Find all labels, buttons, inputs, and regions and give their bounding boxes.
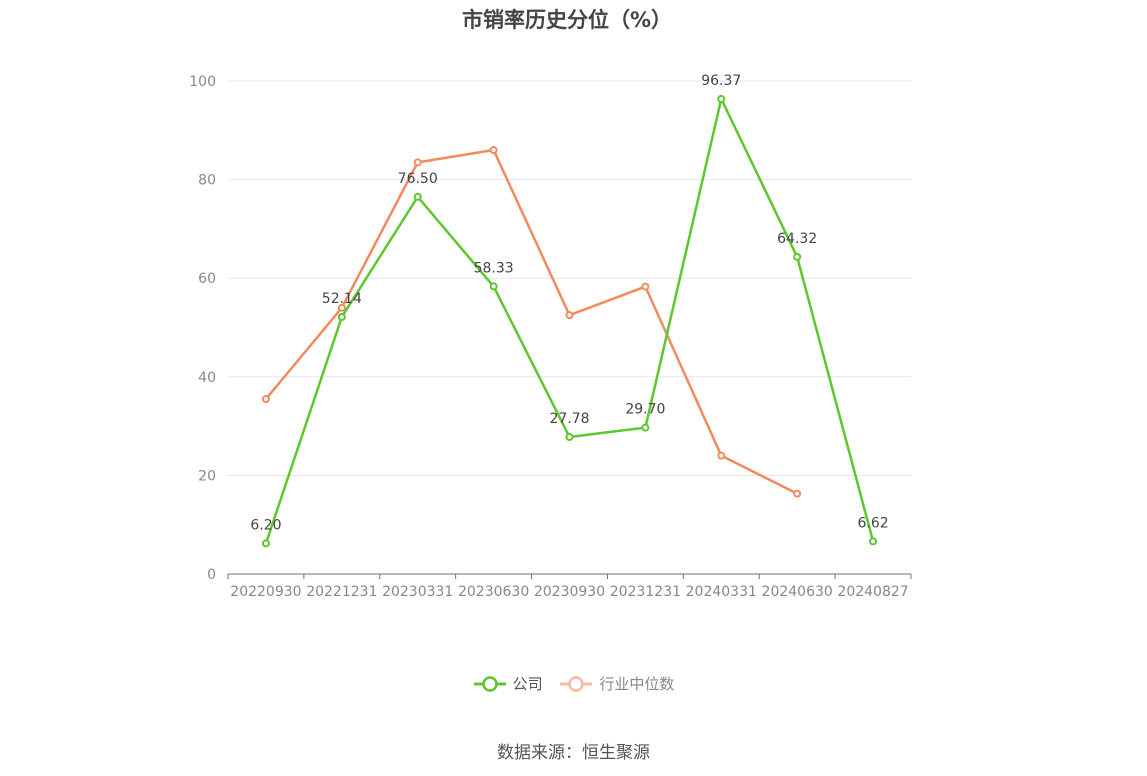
data-labels: 6.20 52.14 76.50 58.33 27.78 29.70 96.37 64.32 6… bbox=[250, 73, 888, 534]
data-point-公司[interactable] bbox=[793, 252, 802, 261]
data-point-行业中位数[interactable] bbox=[793, 489, 802, 498]
data-point-公司[interactable] bbox=[869, 537, 878, 546]
data-label-公司: 29.70 bbox=[625, 402, 665, 418]
legend-item-industry[interactable]: 行业中位数 bbox=[559, 673, 674, 694]
data-point-行业中位数[interactable] bbox=[565, 311, 574, 320]
grid-lines bbox=[228, 80, 911, 476]
x-tick-label: 20231231 bbox=[610, 584, 681, 600]
data-point-行业中位数[interactable] bbox=[717, 451, 726, 460]
legend-label-industry: 行业中位数 bbox=[599, 675, 675, 693]
data-label-公司: 6.62 bbox=[857, 515, 888, 531]
series-line-公司 bbox=[264, 97, 875, 544]
x-tick-label: 20230630 bbox=[458, 584, 529, 600]
data-point-公司[interactable] bbox=[489, 282, 498, 291]
series-line-行业中位数 bbox=[264, 148, 798, 495]
data-point-公司[interactable] bbox=[565, 433, 574, 442]
legend-item-company[interactable]: 公司 bbox=[473, 673, 543, 694]
x-tick-label: 20221231 bbox=[306, 584, 377, 600]
data-point-行业中位数[interactable] bbox=[489, 146, 498, 155]
x-tick-label: 20240630 bbox=[762, 584, 833, 600]
x-tick-label: 20240331 bbox=[686, 584, 757, 600]
y-tick-label: 40 bbox=[198, 370, 216, 386]
chart-title: 市销率历史分位（%） bbox=[461, 8, 673, 32]
data-point-行业中位数[interactable] bbox=[413, 158, 422, 167]
data-point-行业中位数[interactable] bbox=[261, 394, 270, 403]
data-label-公司: 64.32 bbox=[777, 231, 817, 247]
series-lines bbox=[261, 94, 878, 548]
legend-marker-company-icon bbox=[473, 675, 506, 692]
data-point-公司[interactable] bbox=[717, 94, 726, 103]
x-tick-label: 20230930 bbox=[534, 584, 605, 600]
x-tick-label: 20240827 bbox=[837, 584, 908, 600]
y-tick-label: 80 bbox=[198, 173, 216, 189]
y-tick-label: 100 bbox=[189, 74, 216, 90]
data-point-公司[interactable] bbox=[261, 539, 270, 548]
legend: 公司 行业中位数 bbox=[0, 673, 1147, 697]
x-tick-label: 20230331 bbox=[382, 584, 453, 600]
data-label-公司: 96.37 bbox=[701, 73, 741, 89]
data-point-公司[interactable] bbox=[413, 192, 422, 201]
data-source: 数据来源：恒生聚源 bbox=[497, 743, 650, 763]
data-label-公司: 27.78 bbox=[549, 411, 589, 427]
data-label-公司: 58.33 bbox=[474, 260, 514, 276]
data-point-行业中位数[interactable] bbox=[641, 282, 650, 291]
data-point-公司[interactable] bbox=[337, 312, 346, 321]
data-label-公司: 52.14 bbox=[322, 291, 362, 307]
legend-label-company: 公司 bbox=[512, 675, 543, 693]
x-tick-label: 20220930 bbox=[230, 584, 301, 600]
axes: 0 20 40 60 80 100 20220930 20221231 20230331 2023… bbox=[189, 74, 912, 600]
data-point-公司[interactable] bbox=[641, 423, 650, 432]
y-tick-label: 60 bbox=[198, 271, 216, 287]
y-tick-label: 0 bbox=[207, 567, 216, 583]
data-point-行业中位数[interactable] bbox=[337, 303, 346, 312]
data-label-公司: 76.50 bbox=[398, 171, 438, 187]
data-label-公司: 6.20 bbox=[250, 517, 281, 533]
y-tick-label: 20 bbox=[198, 468, 216, 484]
legend-marker-industry-icon bbox=[560, 675, 593, 692]
